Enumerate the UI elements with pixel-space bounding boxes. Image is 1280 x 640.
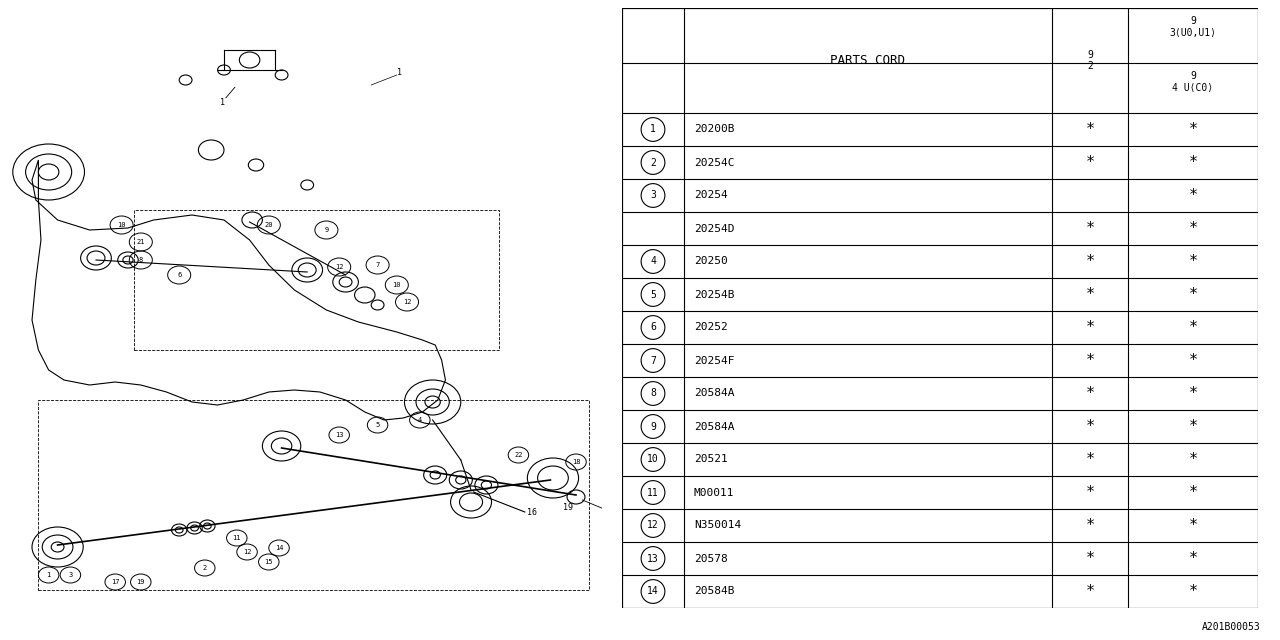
Text: *: * xyxy=(1085,584,1094,599)
Text: 9: 9 xyxy=(650,422,655,431)
Text: 5: 5 xyxy=(375,422,380,428)
Text: 18: 18 xyxy=(572,459,580,465)
Text: 4: 4 xyxy=(417,417,422,423)
Text: 5: 5 xyxy=(650,289,655,300)
Text: 1: 1 xyxy=(46,572,51,578)
Text: *: * xyxy=(1085,419,1094,434)
Text: 20254D: 20254D xyxy=(694,223,735,234)
Text: 2: 2 xyxy=(650,157,655,168)
Text: *: * xyxy=(1188,419,1198,434)
Text: *: * xyxy=(1085,485,1094,500)
Text: *: * xyxy=(1085,518,1094,533)
Text: 16: 16 xyxy=(527,508,538,517)
Text: *: * xyxy=(1085,122,1094,137)
Text: *: * xyxy=(1188,188,1198,203)
Text: 14: 14 xyxy=(275,545,283,551)
Text: 3: 3 xyxy=(68,572,73,578)
Text: 20521: 20521 xyxy=(694,454,728,465)
Text: 13: 13 xyxy=(648,554,659,563)
Text: 9: 9 xyxy=(324,227,329,233)
Text: 20584A: 20584A xyxy=(694,388,735,399)
Text: 7: 7 xyxy=(650,355,655,365)
Text: *: * xyxy=(1085,386,1094,401)
Text: *: * xyxy=(1188,353,1198,368)
Text: *: * xyxy=(1188,584,1198,599)
Text: 12: 12 xyxy=(243,549,251,555)
Text: 1: 1 xyxy=(397,68,402,77)
Text: 20252: 20252 xyxy=(694,323,728,333)
Text: 20250: 20250 xyxy=(694,257,728,266)
Text: *: * xyxy=(1188,287,1198,302)
Text: 21: 21 xyxy=(137,239,145,245)
Text: 20200B: 20200B xyxy=(694,125,735,134)
Text: 3: 3 xyxy=(650,191,655,200)
Text: 14: 14 xyxy=(648,586,659,596)
Text: 20254F: 20254F xyxy=(694,355,735,365)
Text: *: * xyxy=(1188,254,1198,269)
Text: 12: 12 xyxy=(403,299,411,305)
Text: *: * xyxy=(1188,551,1198,566)
Text: 11: 11 xyxy=(648,488,659,497)
Text: *: * xyxy=(1188,452,1198,467)
Text: 1: 1 xyxy=(220,98,225,107)
Text: 20254: 20254 xyxy=(694,191,728,200)
Text: *: * xyxy=(1085,452,1094,467)
Text: *: * xyxy=(1188,518,1198,533)
Text: 9: 9 xyxy=(1190,16,1196,26)
Text: 9: 9 xyxy=(1190,71,1196,81)
Text: 20584B: 20584B xyxy=(694,586,735,596)
Text: 10: 10 xyxy=(393,282,401,288)
Text: *: * xyxy=(1188,122,1198,137)
Text: 8: 8 xyxy=(650,388,655,399)
Text: 6: 6 xyxy=(177,272,182,278)
Text: 7: 7 xyxy=(375,262,380,268)
Text: *: * xyxy=(1188,320,1198,335)
Text: *: * xyxy=(1188,221,1198,236)
Text: 11: 11 xyxy=(233,535,241,541)
Text: *: * xyxy=(1085,551,1094,566)
Text: 12: 12 xyxy=(648,520,659,531)
Text: *: * xyxy=(1085,353,1094,368)
Text: *: * xyxy=(1085,320,1094,335)
Text: 20584A: 20584A xyxy=(694,422,735,431)
Text: 1: 1 xyxy=(650,125,655,134)
Text: 4 U⟨C0⟩: 4 U⟨C0⟩ xyxy=(1172,83,1213,93)
Text: 9
2: 9 2 xyxy=(1087,50,1093,71)
Text: *: * xyxy=(1188,386,1198,401)
Text: *: * xyxy=(1085,254,1094,269)
Text: 20254B: 20254B xyxy=(694,289,735,300)
Text: 8: 8 xyxy=(138,257,143,263)
Text: 15: 15 xyxy=(265,559,273,565)
Text: N350014: N350014 xyxy=(694,520,741,531)
Text: 20578: 20578 xyxy=(694,554,728,563)
Text: 2: 2 xyxy=(202,565,207,571)
Text: 10: 10 xyxy=(648,454,659,465)
Text: 20: 20 xyxy=(265,222,273,228)
Text: 3⟨U0,U1⟩: 3⟨U0,U1⟩ xyxy=(1170,28,1216,38)
Text: 4: 4 xyxy=(650,257,655,266)
Text: 6: 6 xyxy=(650,323,655,333)
Text: *: * xyxy=(1085,155,1094,170)
Text: 17: 17 xyxy=(111,579,119,585)
Text: 13: 13 xyxy=(335,432,343,438)
Text: *: * xyxy=(1188,155,1198,170)
Text: 19: 19 xyxy=(137,579,145,585)
Text: *: * xyxy=(1188,485,1198,500)
Text: 19: 19 xyxy=(563,503,573,512)
Text: A201B00053: A201B00053 xyxy=(1202,622,1261,632)
Text: M00011: M00011 xyxy=(694,488,735,497)
Text: 20254C: 20254C xyxy=(694,157,735,168)
Text: 10: 10 xyxy=(118,222,125,228)
Text: *: * xyxy=(1085,287,1094,302)
Text: PARTS CORD: PARTS CORD xyxy=(831,54,905,67)
Text: *: * xyxy=(1085,221,1094,236)
Text: 22: 22 xyxy=(515,452,522,458)
Text: 12: 12 xyxy=(335,264,343,270)
